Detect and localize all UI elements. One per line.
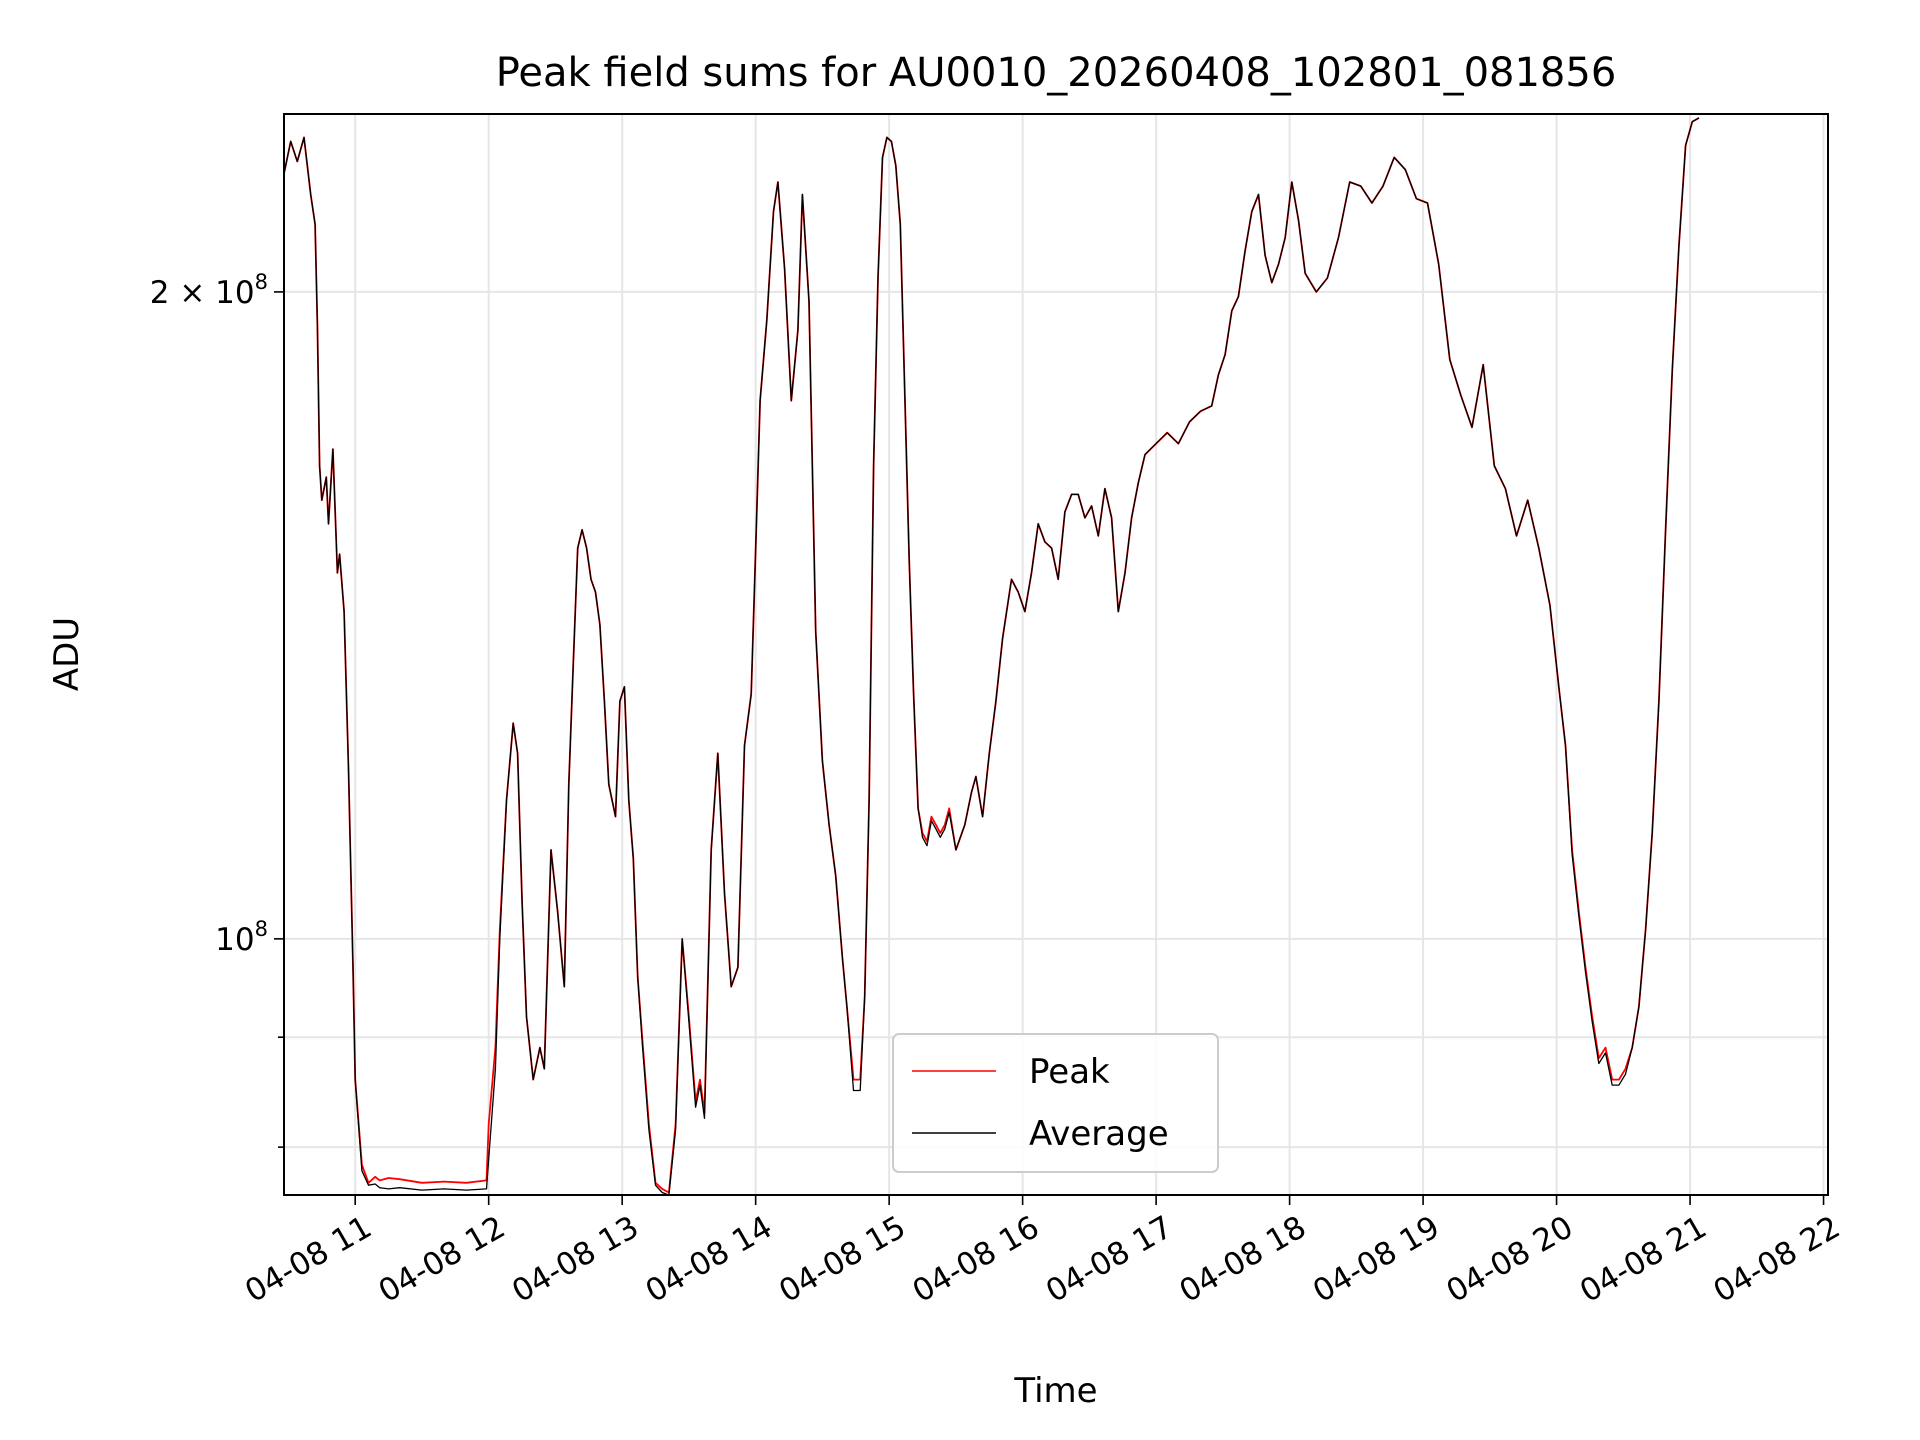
legend-box xyxy=(892,1033,1219,1173)
y-tick-label: 2 × 108 xyxy=(150,270,268,311)
y-axis-label: ADU xyxy=(47,617,87,691)
legend-label-peak: Peak xyxy=(1029,1052,1110,1092)
x-tick-label: 04-08 21 xyxy=(1574,1209,1713,1310)
x-tick-label: 04-08 14 xyxy=(640,1209,779,1310)
x-tick-label: 04-08 18 xyxy=(1174,1209,1313,1310)
x-tick-label: 04-08 12 xyxy=(373,1209,512,1310)
x-tick-label: 04-08 11 xyxy=(239,1209,378,1310)
legend-label-average: Average xyxy=(1029,1114,1169,1154)
y-tick-label: 108 xyxy=(215,917,268,958)
x-axis-label: Time xyxy=(1013,1371,1097,1411)
x-tick-label: 04-08 19 xyxy=(1307,1209,1446,1310)
x-tick-label: 04-08 22 xyxy=(1707,1209,1846,1310)
series-line-average xyxy=(283,117,1700,1196)
grid xyxy=(284,114,1828,1195)
x-tick-label: 04-08 17 xyxy=(1040,1209,1179,1310)
legend: Peak Average xyxy=(892,1033,1219,1173)
chart-title: Peak field sums for AU0010_20260408_1028… xyxy=(496,50,1617,96)
x-tick-label: 04-08 15 xyxy=(773,1209,912,1310)
x-tick-label: 04-08 20 xyxy=(1441,1209,1580,1310)
series-layer xyxy=(283,117,1700,1196)
x-tick-label: 04-08 16 xyxy=(907,1209,1046,1310)
plot-frame xyxy=(283,113,1829,1196)
x-tick-label: 04-08 13 xyxy=(506,1209,645,1310)
